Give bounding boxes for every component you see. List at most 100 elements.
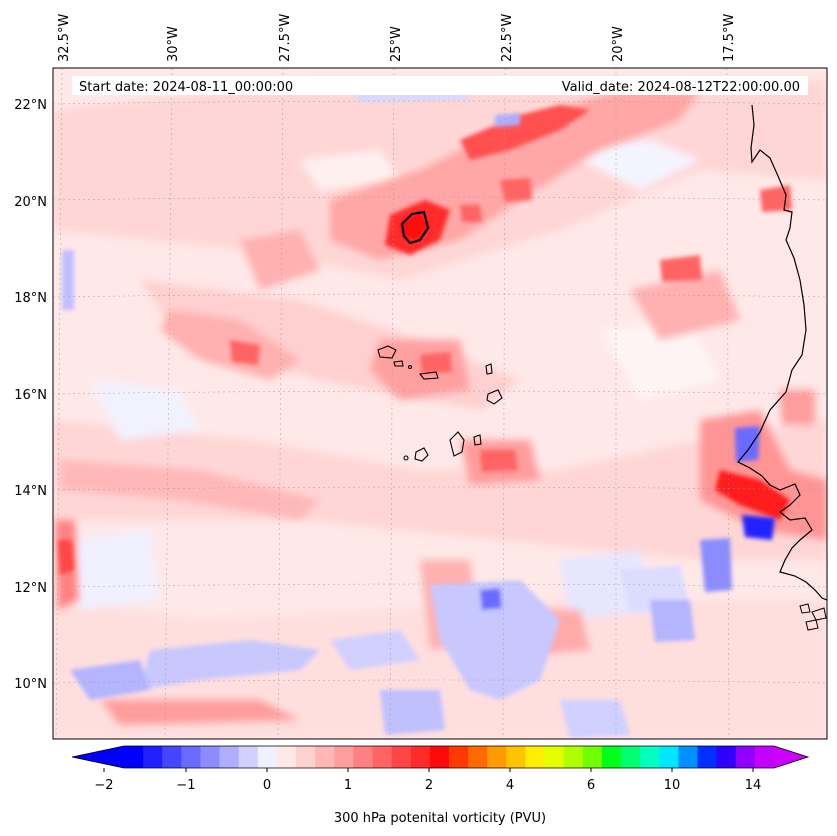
- cape-verde-islands: [377, 345, 503, 462]
- colorbar-segment: [621, 746, 641, 768]
- meridian-30: [164, 68, 173, 739]
- longitude-labels: 32.5°W 30°W 27.5°W 25°W 22.5°W 20°W 17.5…: [57, 14, 737, 62]
- parallel-22n: [53, 100, 827, 105]
- lon-label-32-5w: 32.5°W: [57, 14, 72, 62]
- cb-label-m1: −1: [176, 778, 195, 793]
- lon-label-20w: 20°W: [611, 26, 626, 62]
- colorbar-segment: [143, 746, 163, 768]
- island-santiago: [449, 431, 465, 457]
- lat-label-14n: 14°N: [14, 484, 47, 499]
- date-header-box: [72, 76, 808, 95]
- island-santa-luzia: [407, 364, 413, 370]
- colorbar-segment: [200, 746, 220, 768]
- island-fogo: [414, 447, 429, 462]
- colorbar-segment: [582, 746, 603, 768]
- parallel-20n: [53, 196, 827, 201]
- lon-label-27-5w: 27.5°W: [278, 14, 293, 62]
- colorbar-segment: [449, 746, 469, 768]
- colorbar-outline: [71, 745, 810, 769]
- valid-date-label: Valid_date: 2024-08-12T22:00:00.00: [562, 80, 800, 95]
- colorbar-under-arrow: [72, 746, 124, 768]
- cb-label-0: 0: [263, 778, 271, 793]
- colorbar-segment: [601, 746, 622, 768]
- colorbar-tick-labels: −2 −1 0 1 2 4 6 10 14: [94, 778, 761, 793]
- bissagos-islands: [799, 603, 827, 631]
- lat-label-22n: 22°N: [14, 98, 47, 113]
- colorbar-segment: [754, 746, 775, 768]
- cb-label-2: 2: [425, 778, 433, 793]
- island-santo-antao: [377, 345, 397, 359]
- island-brava: [403, 455, 409, 461]
- colorbar-segment: [238, 746, 259, 768]
- cb-label-4: 4: [506, 778, 514, 793]
- lat-label-20n: 20°N: [14, 195, 47, 210]
- colorbar-segment: [468, 746, 488, 768]
- colorbar-segment: [487, 746, 507, 768]
- pv-field: [53, 68, 827, 739]
- colorbar-title: 300 hPa potenital vorticity (PVU): [334, 811, 546, 826]
- island-maio: [473, 434, 482, 446]
- latitude-labels: 22°N 20°N 18°N 16°N 14°N 12°N 10°N: [14, 98, 47, 692]
- colorbar-segment: [716, 746, 737, 768]
- colorbar-segment: [276, 746, 297, 768]
- lon-label-30w: 30°W: [166, 26, 181, 62]
- lon-label-17-5w: 17.5°W: [722, 14, 737, 62]
- west-africa-coastline: [737, 104, 827, 601]
- colorbar-segment: [525, 746, 545, 768]
- colorbar-segment: [391, 746, 412, 768]
- colorbar-segment: [353, 746, 373, 768]
- colorbar-segments: [124, 746, 775, 768]
- lon-label-22-5w: 22.5°W: [500, 14, 515, 62]
- cb-label-10: 10: [664, 778, 681, 793]
- map-panel: Start date: 2024-08-11_00:00:00 Valid_da…: [52, 67, 828, 740]
- lat-label-10n: 10°N: [14, 677, 47, 692]
- cb-label-14: 14: [745, 778, 762, 793]
- lat-label-18n: 18°N: [14, 291, 47, 306]
- pv-strong-cores: [58, 105, 792, 632]
- parallel-18n: [53, 293, 827, 298]
- start-date-label: Start date: 2024-08-11_00:00:00: [79, 80, 293, 95]
- colorbar-segment: [697, 746, 718, 768]
- colorbar-segment: [257, 746, 278, 768]
- meridian-27-5: [277, 68, 284, 739]
- graticule: [53, 68, 827, 739]
- colorbar-segment: [124, 746, 144, 768]
- colorbar-segment: [506, 746, 526, 768]
- cb-label-1: 1: [344, 778, 352, 793]
- meridian-22-5: [502, 68, 506, 739]
- colorbar-segment: [429, 746, 450, 768]
- island-boa-vista: [486, 389, 503, 405]
- lon-label-25w: 25°W: [389, 26, 404, 62]
- cb-label-6: 6: [587, 778, 595, 793]
- colorbar: −2 −1 0 1 2 4 6 10 14 300 hPa potenital …: [71, 745, 810, 826]
- colorbar-segment: [219, 746, 240, 768]
- colorbar-segment: [735, 746, 756, 768]
- meridian-17-5: [726, 68, 730, 739]
- colorbar-segment: [315, 746, 335, 768]
- meridian-25: [389, 68, 395, 739]
- island-sal: [485, 363, 493, 375]
- island-sao-nicolau: [418, 371, 439, 380]
- colorbar-segment: [296, 746, 316, 768]
- island-sao-vicente: [393, 360, 404, 367]
- parallel-16n: [53, 390, 827, 395]
- colorbar-segment: [659, 746, 679, 768]
- meridian-32-5: [55, 68, 63, 739]
- colorbar-over-arrow: [774, 746, 808, 768]
- colorbar-segment: [678, 746, 698, 768]
- pv-contour: [400, 210, 430, 245]
- lat-label-16n: 16°N: [14, 388, 47, 403]
- colorbar-segment: [563, 746, 584, 768]
- pv-negative-regions: [62, 88, 775, 738]
- lat-label-12n: 12°N: [14, 581, 47, 596]
- colorbar-segment: [640, 746, 660, 768]
- colorbar-segment: [334, 746, 354, 768]
- map-frame: [52, 67, 828, 740]
- parallel-14n: [53, 486, 827, 491]
- parallel-10n: [53, 679, 827, 684]
- colorbar-segment: [181, 746, 201, 768]
- parallel-12n: [53, 583, 827, 588]
- colorbar-segment: [544, 746, 565, 768]
- cb-label-m2: −2: [94, 778, 113, 793]
